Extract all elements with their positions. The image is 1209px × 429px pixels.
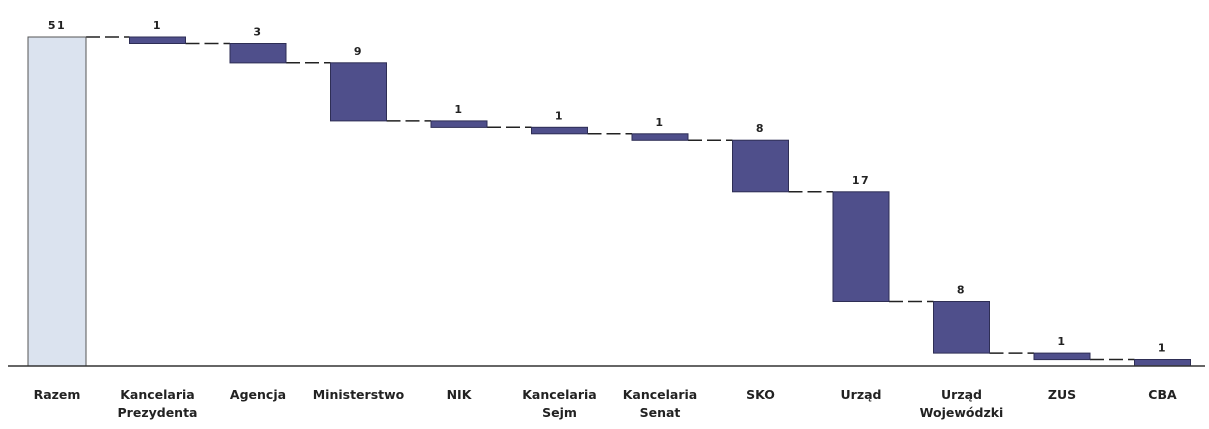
category-label: Wojewódzki [920,405,1004,420]
category-label: Senat [640,405,681,420]
bar-cba [1135,360,1191,367]
value-label: 17 [852,174,870,187]
category-label: ZUS [1048,387,1076,402]
bar-urz-d-wojew-dzki [934,302,990,354]
value-label: 3 [253,26,262,39]
bar-kancelaria-senat [632,134,688,141]
bar-nik [431,121,487,128]
category-label: NIK [447,387,473,402]
category-label: Kancelaria [522,387,597,402]
value-label: 9 [354,45,363,58]
bar-urz-d [833,192,889,302]
bar-kancelaria-prezydenta [130,37,186,44]
value-label: 1 [555,109,564,122]
value-label-layer: 51 1 3 9 1 1 1 8 17 8 1 1 [48,19,1167,355]
value-label: 1 [1158,342,1167,355]
total-bar [28,37,86,366]
category-label-layer: Razem Kancelaria Prezydenta Agencja Minister… [34,387,1177,420]
bar-layer [28,37,1191,366]
category-label: Agencja [230,387,286,402]
category-label: Prezydenta [118,405,198,420]
bar-ministerstwo [331,63,387,121]
bar-kancelaria-sejm [532,127,588,134]
value-label: 8 [957,284,966,297]
bar-sko [733,140,789,192]
category-label: Kancelaria [623,387,698,402]
category-label: CBA [1148,387,1177,402]
category-label: Kancelaria [120,387,195,402]
value-label: 8 [756,122,765,135]
bar-zus [1034,353,1090,360]
value-label: 1 [655,116,664,129]
category-label: Urząd [841,387,882,402]
value-label: 1 [454,103,463,116]
value-label: 1 [153,19,162,32]
value-label: 1 [1057,335,1066,348]
bar-agencja [230,44,286,63]
category-label: Razem [34,387,81,402]
category-label: Urząd [941,387,982,402]
category-label: SKO [746,387,775,402]
category-label: Ministerstwo [313,387,405,402]
category-label: Sejm [542,405,577,420]
value-label: 51 [48,19,66,32]
